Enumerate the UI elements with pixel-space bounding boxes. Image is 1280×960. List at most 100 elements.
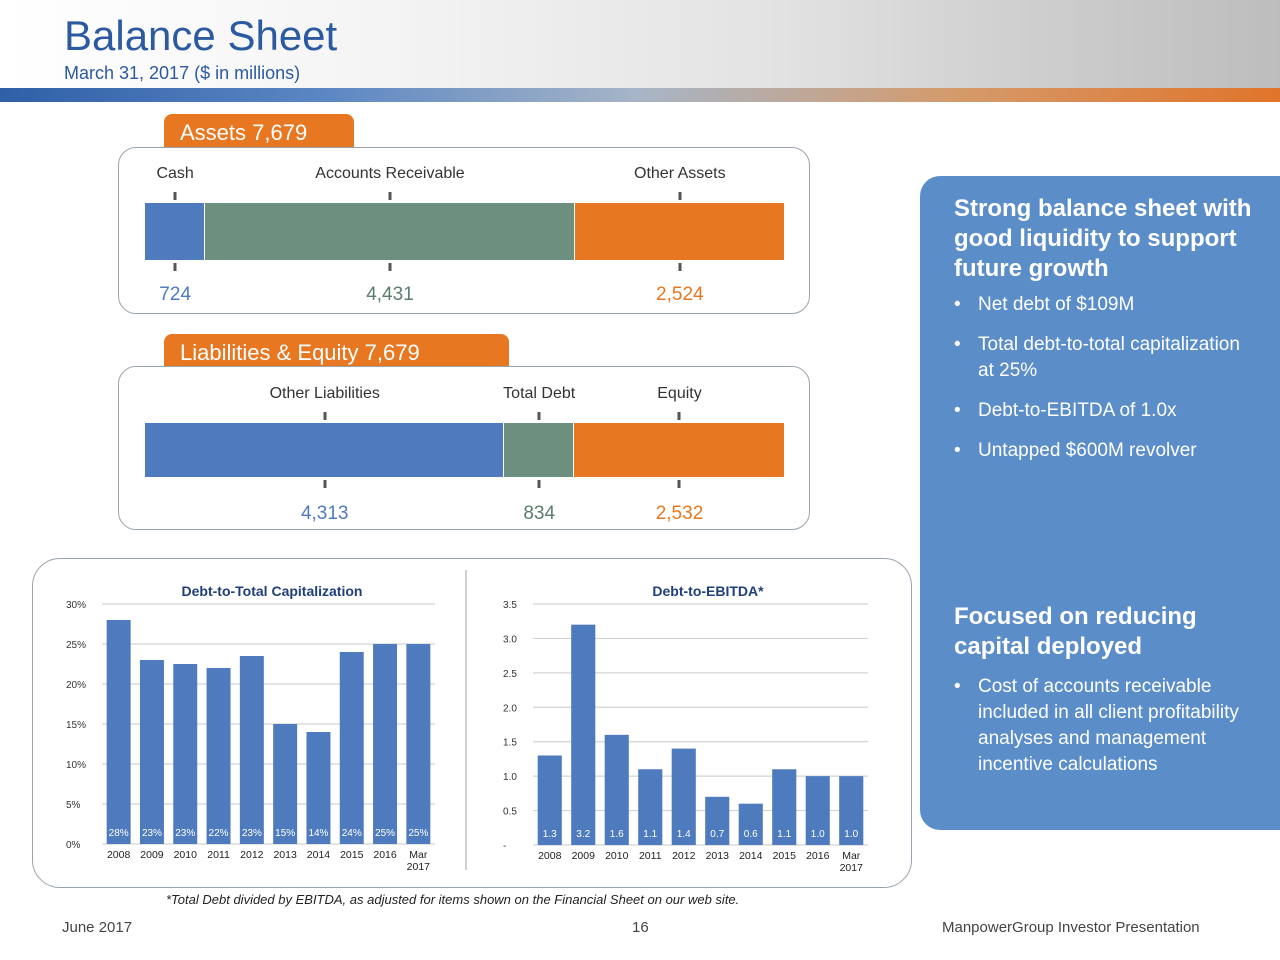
y-tick-label: 10% [66, 760, 86, 771]
bar-2013 [705, 796, 730, 845]
x-tick-label: 2010 [174, 849, 198, 861]
data-label: 23% [175, 828, 195, 839]
x-tick-label: Mar [409, 849, 428, 861]
segment-tick-accounts-receivable-bottom [388, 263, 392, 271]
data-label: 1.0 [844, 829, 858, 840]
bar-2011 [206, 668, 231, 844]
bar-2013 [273, 724, 298, 844]
x-tick-label: 2015 [340, 849, 364, 861]
x-tick-label: 2009 [572, 850, 596, 862]
x-tick-label: 2011 [639, 850, 662, 862]
x-tick-label: 2008 [107, 849, 131, 861]
segment-tick-cash-bottom [173, 263, 177, 271]
bar-2011 [638, 769, 663, 845]
bar-segment-other-assets [574, 203, 784, 260]
bar-mar-2017 [839, 776, 864, 845]
page-title: Balance Sheet [64, 12, 338, 59]
data-label: 1.3 [543, 829, 557, 840]
segment-label-cash: Cash [156, 165, 194, 182]
bar-segment-accounts-receivable [205, 203, 574, 260]
y-tick-label: 3.5 [503, 600, 517, 611]
charts-divider [465, 570, 467, 870]
y-tick-label: - [503, 841, 506, 852]
bar-2016 [373, 644, 398, 844]
y-tick-label: 2.0 [503, 703, 517, 714]
y-tick-label: 25% [66, 640, 86, 651]
segment-tick-equity-top [677, 412, 681, 420]
bar-2009 [139, 660, 164, 844]
y-tick-label: 1.0 [503, 772, 517, 783]
y-tick-label: 3.0 [503, 634, 517, 645]
segment-tick-total-debt-top [537, 412, 541, 420]
x-tick-label: 2008 [538, 850, 562, 862]
x-tick-label: 2012 [672, 850, 696, 862]
segment-label-equity: Equity [657, 385, 702, 402]
bullet-net-debt: Net debt of $109M [954, 292, 1254, 318]
segment-value-equity: 2,532 [655, 503, 704, 524]
x-tick-label: 2011 [207, 849, 230, 861]
x-tick-label: 2017 [840, 862, 864, 874]
x-tick-label: 2013 [706, 850, 730, 862]
chart-title: Debt-to-EBITDA* [652, 583, 764, 599]
data-label: 1.1 [643, 829, 657, 840]
footer-date: June 2017 [62, 919, 133, 936]
bar-segment-equity [573, 423, 784, 477]
segment-value-other-assets: 2,524 [656, 284, 704, 305]
segment-value-accounts-receivable: 4,431 [366, 284, 414, 305]
bar-mar-2017 [406, 644, 431, 844]
assets-tab: Assets 7,679 [164, 114, 354, 150]
segment-tick-other-liabilities-top [323, 412, 327, 420]
y-tick-label: 1.5 [503, 738, 517, 749]
segment-tick-other-assets-top [678, 192, 682, 200]
data-label: 1.1 [777, 829, 791, 840]
sidebar-bullets-capital: Cost of accounts receivable included in … [954, 674, 1254, 792]
bullet-accounts-receivable: Cost of accounts receivable included in … [954, 674, 1254, 778]
sidebar-bullets-liquidity: Net debt of $109M Total debt-to-total ca… [954, 292, 1254, 478]
x-tick-label: 2015 [773, 850, 797, 862]
y-tick-label: 0.5 [503, 807, 517, 818]
data-label: 28% [109, 828, 129, 839]
segment-value-other-liabilities: 4,313 [300, 503, 349, 524]
data-label: 3.2 [576, 829, 590, 840]
data-label: 24% [342, 828, 362, 839]
data-label: 15% [275, 828, 295, 839]
footer-page-number: 16 [632, 919, 649, 936]
header-stripe [0, 88, 1280, 102]
segment-tick-equity-bottom [677, 480, 681, 488]
bar-2012 [239, 656, 264, 844]
bullet-debt-to-ebitda: Debt-to-EBITDA of 1.0x [954, 398, 1254, 424]
data-label: 22% [209, 828, 229, 839]
x-tick-label: 2014 [739, 850, 763, 862]
y-tick-label: 30% [66, 600, 86, 611]
bar-segment-total-debt [504, 423, 573, 477]
header-background [0, 0, 1280, 90]
segment-tick-other-assets-bottom [678, 263, 682, 271]
segment-value-total-debt: 834 [523, 503, 556, 524]
sidebar-heading-liquidity: Strong balance sheet with good liquidity… [954, 195, 1252, 282]
segment-tick-other-liabilities-bottom [323, 480, 327, 488]
footnote: *Total Debt divided by EBITDA, as adjust… [166, 892, 740, 907]
data-label: 1.0 [811, 829, 825, 840]
data-label: 25% [375, 828, 395, 839]
y-tick-label: 20% [66, 680, 86, 691]
x-tick-label: 2009 [140, 849, 164, 861]
data-label: 25% [408, 828, 428, 839]
y-tick-label: 2.5 [503, 669, 517, 680]
data-label: 1.6 [610, 829, 624, 840]
bar-2008 [106, 620, 131, 844]
segment-tick-accounts-receivable-top [388, 192, 392, 200]
y-tick-label: 0% [66, 840, 81, 851]
segment-tick-cash-top [173, 192, 177, 200]
bar-2012 [671, 748, 696, 845]
data-label: 23% [242, 828, 262, 839]
sidebar-heading-capital: Focused on reducing capital deployed [954, 603, 1197, 660]
data-label: 23% [142, 828, 162, 839]
data-label: 0.6 [744, 829, 758, 840]
segment-label-other-liabilities: Other Liabilities [269, 385, 380, 402]
x-tick-label: Mar [842, 850, 861, 862]
bar-2010 [173, 664, 198, 844]
data-label: 14% [308, 828, 328, 839]
x-tick-label: 2010 [605, 850, 629, 862]
bar-2010 [604, 734, 629, 845]
debt-to-ebitda-chart: Debt-to-EBITDA* - 0.5 1.0 1.5 2.0 2.5 3.0 3.5 1.3… [503, 583, 868, 874]
